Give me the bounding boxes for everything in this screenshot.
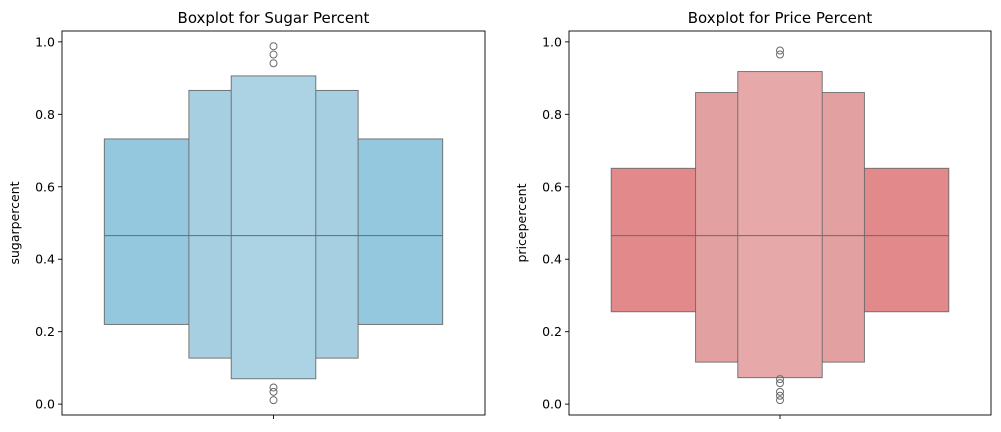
chart-panel-1: Boxplot for Sugar Percent 0.0 0.2 0.4 0.6 0.8… <box>7 9 486 419</box>
outlier-point <box>269 59 278 68</box>
y-tick-label: 0.0 <box>542 397 562 412</box>
y-tick-label: 1.0 <box>35 34 55 49</box>
chart-panel-2: Boxplot for Price Percent 0.0 0.2 0.4 0.6 0.8… <box>514 9 992 419</box>
chart-title: Boxplot for Price Percent <box>688 9 873 27</box>
outlier-point <box>776 387 784 396</box>
y-tick-label: 0.6 <box>35 179 55 194</box>
y-axis-label: sugarpercent <box>7 181 22 264</box>
outlier-point <box>269 383 278 392</box>
chart-title: Boxplot for Sugar Percent <box>178 9 370 27</box>
boxen-level-3 <box>230 75 317 380</box>
outlier-point <box>776 396 784 405</box>
y-tick-label: 0.4 <box>35 252 55 267</box>
outlier-point <box>269 387 278 396</box>
outlier-point <box>776 391 784 400</box>
outlier-point <box>776 379 784 388</box>
y-tick-label: 1.0 <box>542 34 562 49</box>
outlier-point <box>269 396 278 405</box>
outlier-point <box>269 50 278 59</box>
boxen-level-3 <box>737 71 823 379</box>
outlier-point <box>776 50 784 59</box>
y-tick-label: 0.2 <box>542 324 562 339</box>
y-tick-label: 0.6 <box>542 179 562 194</box>
outlier-point <box>776 375 784 384</box>
y-tick-label: 0.0 <box>35 397 55 412</box>
y-axis-label: pricepercent <box>514 183 529 262</box>
outlier-point <box>269 42 278 51</box>
outlier-point <box>776 46 784 55</box>
y-tick-label: 0.4 <box>542 252 562 267</box>
y-tick-label: 0.8 <box>542 107 562 122</box>
y-tick-label: 0.2 <box>35 324 55 339</box>
y-tick-label: 0.8 <box>35 107 55 122</box>
